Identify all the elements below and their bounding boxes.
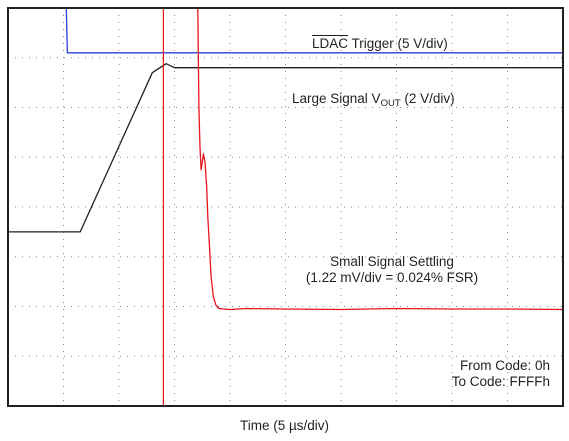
code-transition-label: From Code: 0h To Code: FFFFh (451, 358, 550, 389)
grid (8, 8, 563, 406)
vout-trace (8, 63, 563, 233)
x-axis-label: Time (5 µs/div) (239, 418, 330, 433)
ldac-trigger-label: LDAC Trigger (5 V/div) (312, 36, 448, 51)
small-signal-label: Small Signal Settling (1.22 mV/div = 0.02… (305, 254, 479, 285)
plot-frame (7, 7, 564, 407)
vout-label: Large Signal VOUT (2 V/div) (292, 91, 455, 109)
settling-trace (197, 7, 564, 311)
